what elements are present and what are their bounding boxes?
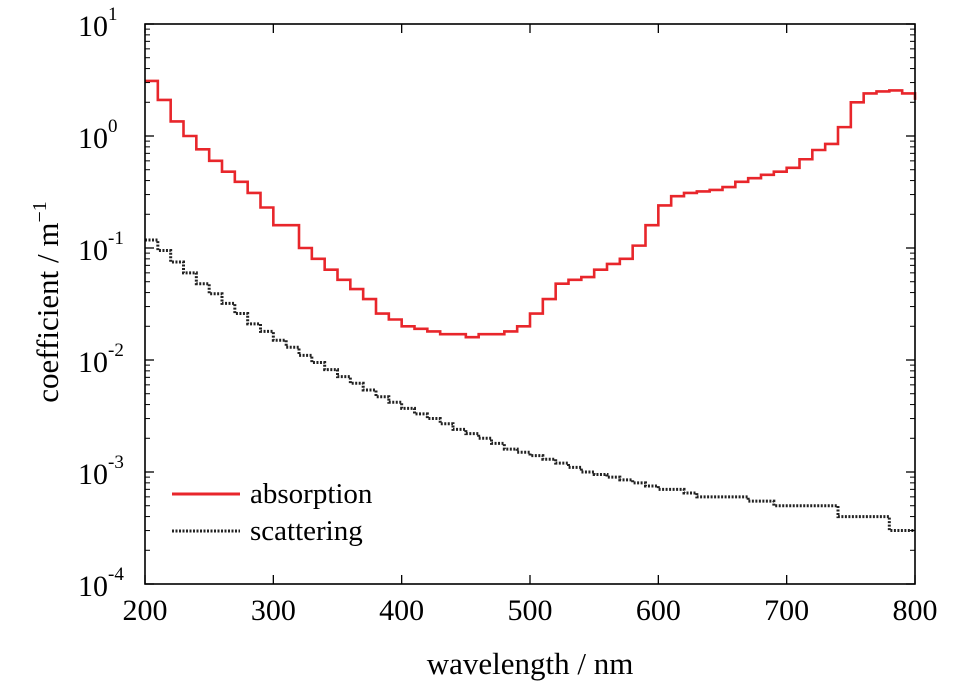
x-tick-label: 800 — [893, 594, 938, 627]
tick-labels-layer: 200 300 400 500 600 700 800 10-4 10-3 10-2 10-1 100… — [78, 4, 938, 627]
y-axis-label: coefficient / m−1 — [29, 201, 65, 402]
series-line-absorption — [145, 79, 917, 339]
legend-label-scattering: scattering — [250, 515, 363, 547]
x-tick-label: 200 — [123, 594, 168, 627]
x-tick-label: 600 — [636, 594, 681, 627]
y-tick-label: 100 — [78, 116, 118, 155]
x-tick-label: 700 — [764, 594, 809, 627]
y-tick-label: 101 — [78, 4, 118, 43]
y-axis-label-unit-exponent: −1 — [29, 201, 51, 222]
x-tick-label: 500 — [508, 594, 553, 627]
plot-frame — [144, 23, 916, 585]
legend-label-absorption: absorption — [250, 478, 373, 510]
series-layer — [145, 79, 917, 533]
x-axis-label: wavelength / nm — [427, 646, 634, 681]
x-tick-label: 300 — [251, 594, 296, 627]
y-tick-label: 10-1 — [78, 228, 124, 267]
series-line-scattering — [145, 238, 915, 533]
y-tick-label: 10-4 — [78, 564, 124, 603]
plot-area — [145, 24, 915, 584]
legend: absorption scattering — [172, 478, 373, 547]
y-tick-label: 10-3 — [78, 452, 124, 491]
y-axis-label-text: coefficient / m — [30, 223, 65, 403]
y-tick-label: 10-2 — [78, 340, 124, 379]
x-tick-label: 400 — [379, 594, 424, 627]
